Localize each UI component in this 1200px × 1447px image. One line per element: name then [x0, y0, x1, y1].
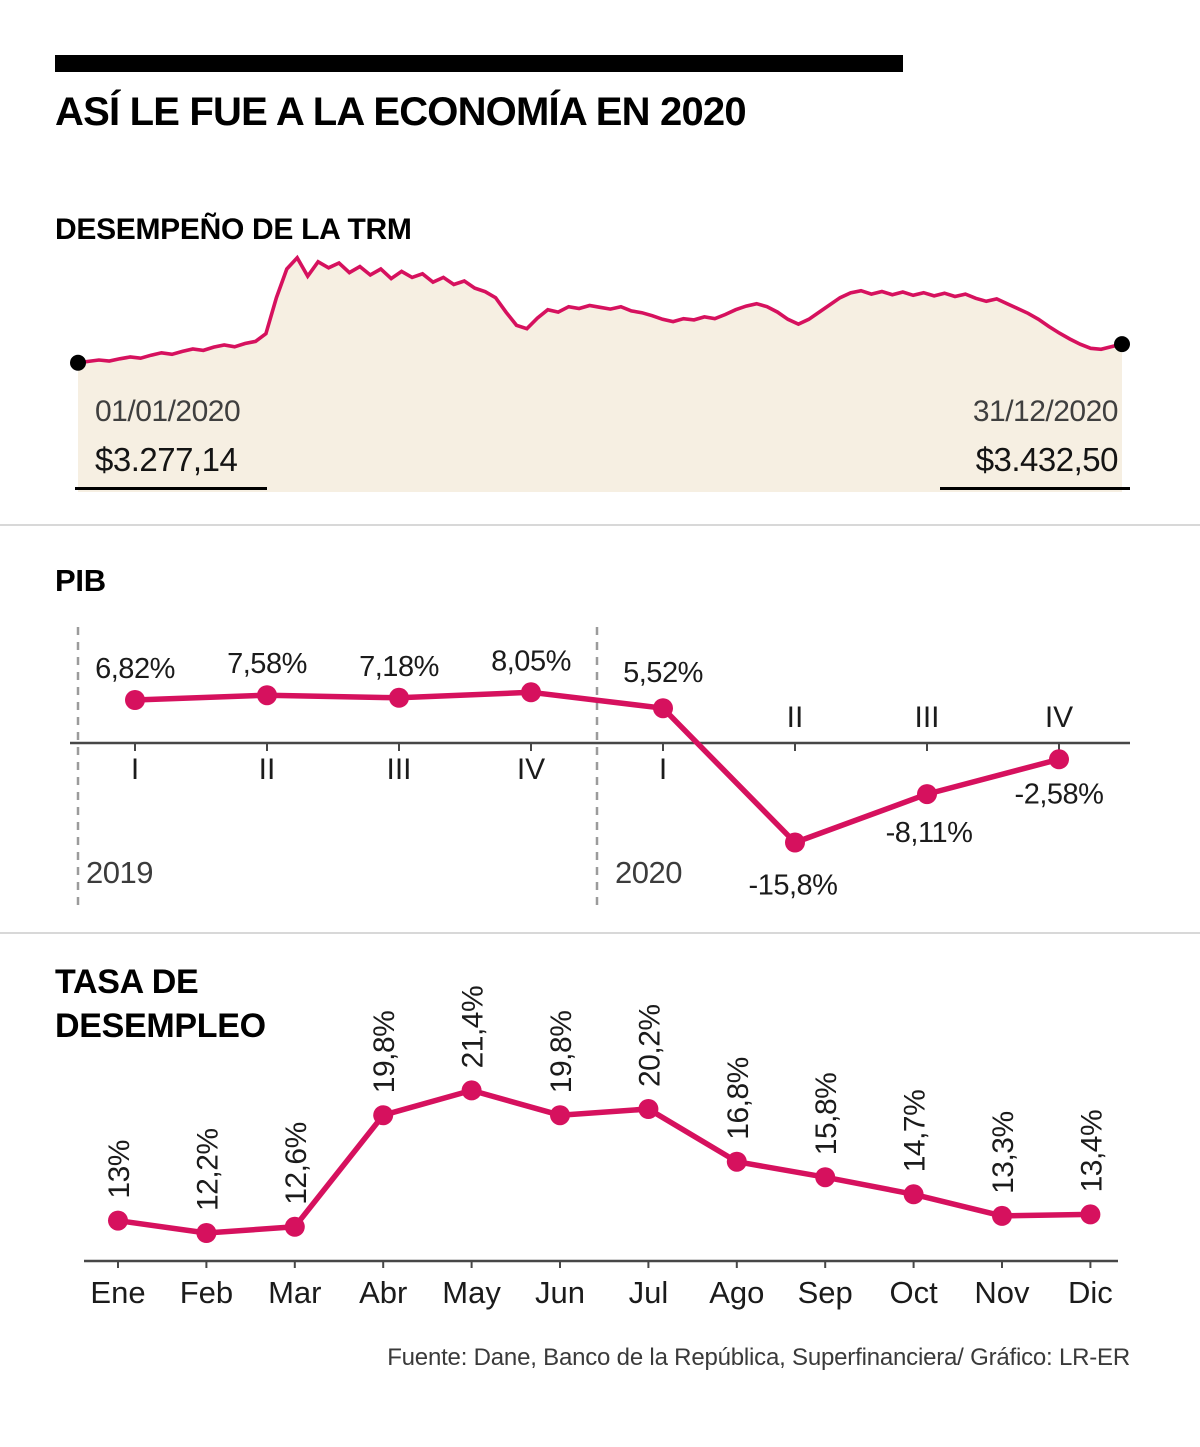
section-divider: [0, 932, 1200, 934]
trm-end-date: 31/12/2020: [972, 395, 1119, 428]
section-divider: [0, 524, 1200, 526]
page-title: ASÍ LE FUE A LA ECONOMÍA EN 2020: [55, 90, 747, 134]
pib-quarter-label: II: [259, 753, 276, 786]
desempleo-month-label: May: [442, 1275, 501, 1310]
pib-year-2020: 2020: [615, 855, 682, 890]
pib-point-2019-III: [389, 687, 409, 708]
desempleo-month-label: Ago: [709, 1275, 764, 1310]
desempleo-section-title: TASA DE DESEMPLEO: [55, 963, 266, 1046]
desempleo-month-label: Jul: [629, 1275, 669, 1310]
pib-quarter-label: I: [659, 753, 667, 786]
pib-quarter-label: I: [131, 753, 139, 786]
pib-quarter-label: II: [787, 701, 804, 734]
desempleo-month-label: Abr: [359, 1275, 407, 1310]
desempleo-month-label: Sep: [798, 1275, 853, 1310]
pib-value-label: 7,58%: [227, 648, 307, 680]
desempleo-month-label: Dic: [1068, 1275, 1113, 1310]
trm-section-title: DESEMPEÑO DE LA TRM: [55, 213, 412, 246]
desempleo-month-label: Oct: [889, 1275, 938, 1310]
pib-value-label: -15,8%: [749, 870, 838, 902]
desempleo-point-Nov: [992, 1205, 1012, 1226]
trm-start-dot: [70, 354, 86, 371]
pib-value-label: 5,52%: [623, 657, 703, 689]
desempleo-point-Oct: [903, 1184, 924, 1205]
pib-line: [134, 689, 1060, 846]
pib-point-2020-I: [653, 698, 673, 719]
desempleo-month-label: Nov: [974, 1275, 1030, 1310]
trm-end-dot: [1114, 336, 1130, 353]
trm-end-value: $3.432,50: [975, 441, 1119, 478]
pib-line-chart: 6,82% 7,58% 7,18% 8,05% 5,52% -15,8% -8,11% -2,…: [70, 627, 1130, 907]
pib-value-label: 8,05%: [491, 645, 571, 677]
desempleo-value-label: 20,2%: [633, 1004, 666, 1087]
pib-quarter-label: III: [386, 753, 411, 786]
desempleo-value-label: 15,8%: [810, 1073, 843, 1156]
desempleo-line: [117, 1087, 1091, 1236]
desempleo-point-Sep: [815, 1167, 836, 1188]
pib-point-2020-III: [917, 784, 937, 805]
desempleo-value-label: 13,3%: [987, 1111, 1020, 1194]
desempleo-value-label: 14,7%: [899, 1090, 932, 1173]
desempleo-value-label: 13%: [103, 1140, 136, 1199]
pib-value-label: 6,82%: [95, 653, 175, 685]
trm-start-label: 01/01/2020 $3.277,14: [75, 395, 267, 490]
desempleo-point-Dic: [1080, 1204, 1101, 1225]
pib-year-2019: 2019: [86, 855, 153, 890]
desempleo-line-chart: 13% 12,2% 12,6% 19,8% 21,4% 19,8% 20,2% 16,8% 15…: [84, 986, 1118, 1310]
pib-quarter-label: IV: [1045, 701, 1073, 734]
desempleo-value-label: 19,8%: [545, 1011, 578, 1094]
pib-value-label: -8,11%: [886, 817, 973, 849]
desempleo-point-May: [461, 1080, 482, 1101]
desempleo-point-Abr: [373, 1105, 394, 1126]
desempleo-value-label: 16,8%: [722, 1057, 755, 1140]
desempleo-value-label: 13,4%: [1075, 1110, 1108, 1193]
trm-start-value: $3.277,14: [95, 441, 238, 478]
pib-section-title: PIB: [55, 563, 106, 598]
trm-area-chart: [70, 254, 1130, 492]
desempleo-value-label: 12,2%: [191, 1128, 224, 1211]
pib-quarter-label: III: [914, 701, 939, 734]
trm-start-date: 01/01/2020: [95, 395, 241, 428]
trm-line: [77, 254, 1123, 365]
pib-point-2020-IV: [1049, 749, 1069, 770]
source-credit: Fuente: Dane, Banco de la República, Sup…: [387, 1344, 1130, 1371]
top-black-bar: [55, 55, 903, 72]
trm-chart: 01/01/2020 $3.277,14 31/12/2020 $3.432,5…: [70, 248, 1130, 492]
desempleo-point-Ago: [726, 1151, 747, 1172]
pib-point-2019-I: [125, 690, 145, 710]
pib-value-label: -2,58%: [1015, 778, 1104, 810]
desempleo-value-label: 21,4%: [457, 986, 490, 1069]
desempleo-month-label: Feb: [180, 1275, 233, 1310]
desempleo-month-label: Ene: [90, 1275, 145, 1310]
pib-value-label: 7,18%: [359, 651, 439, 683]
desempleo-value-label: 12,6%: [280, 1122, 313, 1205]
desempleo-point-Jul: [638, 1099, 659, 1119]
desempleo-point-Feb: [196, 1223, 217, 1243]
desempleo-point-Mar: [284, 1216, 305, 1237]
desempleo-value-label: 19,8%: [368, 1011, 401, 1094]
pib-point-2019-IV: [521, 682, 541, 703]
pib-point-2020-II: [785, 832, 805, 853]
desempleo-point-Jun: [550, 1105, 570, 1126]
trm-area-fill: [78, 257, 1122, 492]
desempleo-month-label: Jun: [535, 1275, 585, 1310]
trm-end-label: 31/12/2020 $3.432,50: [940, 395, 1130, 490]
pib-quarter-label: IV: [517, 753, 545, 786]
desempleo-point-Ene: [108, 1210, 128, 1231]
desempleo-month-label: Mar: [268, 1275, 321, 1310]
pib-point-2019-II: [257, 685, 277, 706]
